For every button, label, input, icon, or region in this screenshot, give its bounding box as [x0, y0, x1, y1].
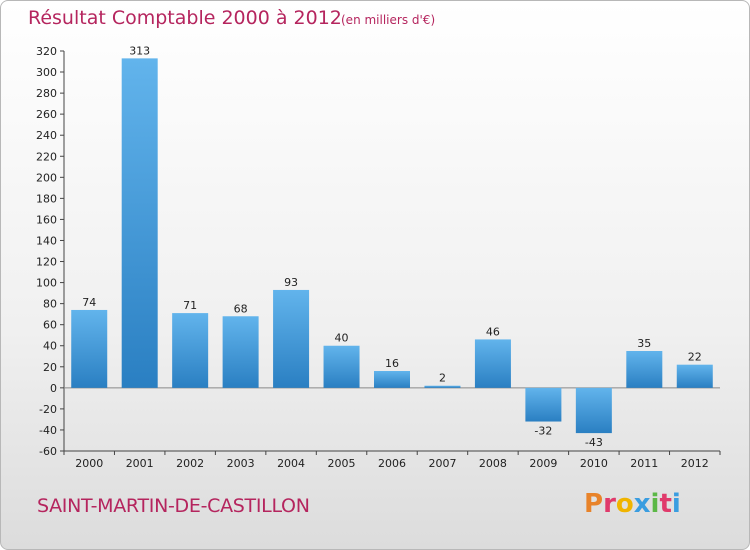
- bar: [525, 387, 562, 422]
- x-tick-label: 2007: [428, 457, 456, 470]
- logo-letter: o: [615, 489, 634, 519]
- value-labels: 74 313 71 68 93 40 16 2 46 -32 -43 35 22: [82, 44, 702, 449]
- y-tick-label: 100: [36, 277, 57, 290]
- bar: [424, 385, 461, 388]
- data-label: 40: [335, 332, 349, 345]
- data-label: 35: [637, 337, 651, 350]
- bar: [575, 387, 612, 434]
- bar: [474, 339, 511, 388]
- y-tick-label: -40: [39, 424, 57, 437]
- data-label: 2: [439, 372, 446, 385]
- bar: [273, 289, 310, 388]
- logo-letter: P: [584, 489, 604, 519]
- x-tick-label: 2006: [378, 457, 406, 470]
- bar: [172, 313, 209, 388]
- bars: [71, 58, 713, 434]
- y-tick-label: 60: [43, 319, 57, 332]
- x-tick-label: 2012: [681, 457, 709, 470]
- data-label: 68: [234, 302, 248, 315]
- chart-title: Résultat Comptable 2000 à 2012: [28, 7, 342, 29]
- y-tick-label: 240: [36, 129, 57, 142]
- town-name: SAINT-MARTIN-DE-CASTILLON: [37, 495, 310, 517]
- bar: [676, 364, 713, 388]
- data-label: 74: [82, 296, 96, 309]
- logo-letter: i: [650, 489, 660, 519]
- logo-letter: x: [633, 489, 651, 519]
- data-label: -32: [534, 425, 552, 438]
- y-tick-label: 180: [36, 192, 57, 205]
- x-tick-label: 2000: [75, 457, 103, 470]
- y-tick-label: 280: [36, 87, 57, 100]
- bar: [374, 371, 410, 388]
- y-tick-label: 160: [36, 213, 57, 226]
- x-tick-label: 2010: [580, 457, 608, 470]
- y-tick-label: 20: [43, 361, 57, 374]
- x-tick-label: 2001: [126, 457, 154, 470]
- y-tick-label: 140: [36, 234, 57, 247]
- logo-letter: i: [671, 489, 681, 519]
- x-tick-label: 2002: [176, 457, 204, 470]
- y-tick-label: 0: [50, 382, 57, 395]
- x-tick-label: 2003: [227, 457, 255, 470]
- x-tick-label: 2008: [479, 457, 507, 470]
- data-label: 71: [183, 299, 197, 312]
- data-label: 93: [284, 276, 298, 289]
- y-tick-label: 40: [43, 340, 57, 353]
- data-label: 16: [385, 357, 399, 370]
- y-tick-label: 260: [36, 108, 57, 121]
- data-label: 46: [486, 325, 500, 338]
- proxiti-logo: Proxiti: [584, 489, 681, 519]
- y-tick-label: -20: [39, 403, 57, 416]
- bar: [71, 309, 108, 388]
- data-label: 313: [129, 44, 150, 57]
- bar: [323, 345, 360, 388]
- data-label: -43: [585, 436, 603, 449]
- chart-subtitle: (en milliers d'€): [341, 13, 436, 27]
- y-tick-label: 80: [43, 298, 57, 311]
- y-tick-label: 200: [36, 171, 57, 184]
- x-tick-label: 2011: [630, 457, 658, 470]
- bar: [222, 316, 259, 388]
- x-tick-label: 2004: [277, 457, 305, 470]
- y-tick-label: 220: [36, 150, 57, 163]
- y-tick-label: 120: [36, 256, 57, 269]
- logo-letter: r: [603, 489, 616, 519]
- bar: [121, 58, 158, 388]
- y-tick-label: 320: [36, 45, 57, 58]
- data-label: 22: [688, 351, 702, 364]
- y-tick-label: -60: [39, 445, 57, 458]
- logo-letter: t: [659, 489, 672, 519]
- y-tick-label: 300: [36, 66, 57, 79]
- bar: [626, 351, 663, 388]
- x-tick-label: 2005: [328, 457, 356, 470]
- x-tick-label: 2009: [529, 457, 557, 470]
